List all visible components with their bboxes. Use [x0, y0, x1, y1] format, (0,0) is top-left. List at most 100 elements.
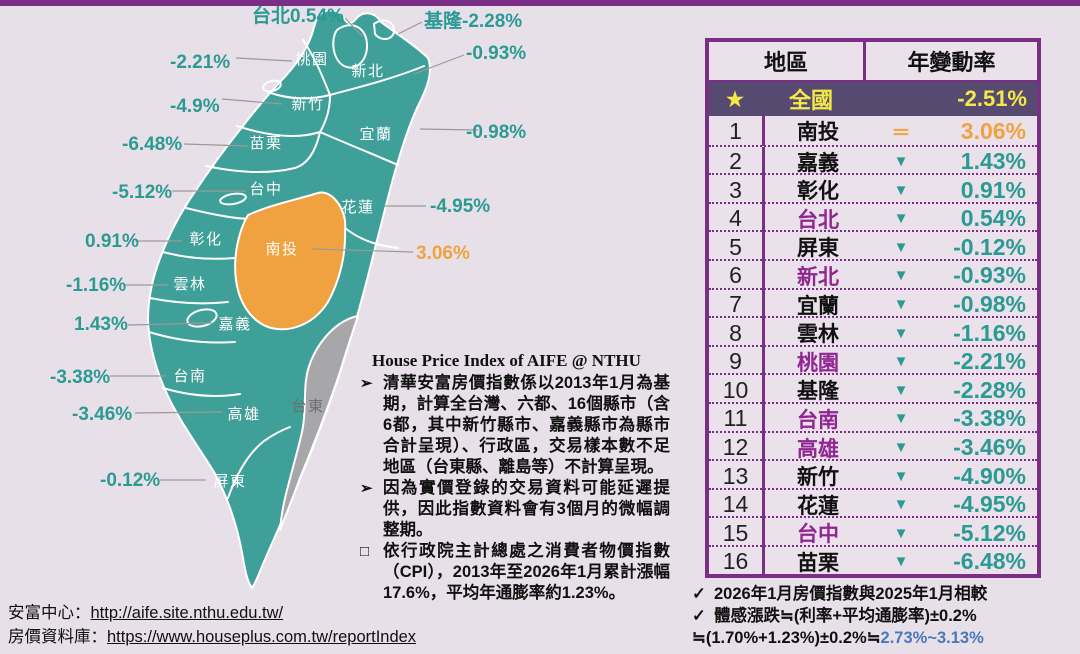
- value-cell: 3.06%: [960, 117, 1026, 144]
- rank-cell: 10: [709, 375, 765, 406]
- check-icon: ✓: [692, 607, 706, 625]
- header-region: 地區: [709, 42, 866, 80]
- note-item: □ 依行政院主計總處之消費者物價指數（CPI），2013年至2026年1月累計漲…: [360, 541, 670, 604]
- region-cell: 宜蘭: [797, 294, 839, 318]
- note-text: 因為實價登錄的交易資料可能延遲提供，因此指數資料會有3個月的微幅調整期。: [383, 479, 670, 539]
- map-county-name-hsinchu: 新竹: [291, 96, 324, 113]
- footnote-text: 2026年1月房價指數與2025年1月相較: [714, 585, 988, 603]
- ranking-table: 地區 年變動率 ★ 全國 -2.51% 1 南投 ＝ 3.06% 2 嘉義 ▼ …: [705, 38, 1041, 578]
- map-county-name-newtaipei: 新北: [351, 63, 384, 80]
- map-county-name-changhua: 彰化: [189, 230, 222, 248]
- rank-cell: 6: [709, 260, 765, 291]
- table-row: 8 雲林 ▼ -1.16%: [709, 316, 1037, 349]
- check-icon: ✓: [692, 585, 706, 603]
- table-header-row: 地區 年變動率: [709, 42, 1037, 82]
- notes-title: House Price Index of AIFE @ NTHU: [372, 351, 641, 370]
- down-triangle-icon: ▼: [893, 238, 909, 256]
- taichung-city-enclave: [219, 192, 247, 206]
- rank-cell: 12: [709, 432, 765, 463]
- down-triangle-icon: ▼: [893, 524, 909, 542]
- table-row: 14 花蓮 ▼ -4.95%: [709, 487, 1037, 520]
- national-value: -2.51%: [957, 86, 1027, 111]
- rank-cell: 13: [709, 461, 765, 492]
- value-cell: -0.98%: [953, 291, 1026, 318]
- map-county-name-chiayi: 嘉義: [218, 316, 251, 333]
- map-value-nantou: 3.06%: [416, 243, 470, 264]
- map-value-yunlin: -1.16%: [66, 275, 126, 296]
- city-enclaves: [186, 19, 396, 328]
- down-triangle-icon: ▼: [893, 410, 909, 428]
- down-triangle-icon: ▼: [893, 210, 909, 228]
- down-triangle-icon: ▼: [893, 296, 909, 314]
- value-cell: -0.12%: [953, 233, 1026, 260]
- table-row: 6 新北 ▼ -0.93%: [709, 258, 1037, 291]
- region-cell: 花蓮: [797, 494, 839, 518]
- star-icon: ★: [726, 88, 744, 111]
- keelung-city-enclave: [372, 19, 396, 40]
- map-value-yilan: -0.98%: [466, 122, 526, 143]
- table-row: 3 彰化 ▼ 0.91%: [709, 173, 1037, 206]
- value-cell: -5.12%: [953, 519, 1026, 546]
- table-row: 2 嘉義 ▼ 1.43%: [709, 144, 1037, 177]
- square-bullet-icon: □: [360, 543, 370, 560]
- map-county-name-yilan: 宜蘭: [359, 126, 392, 143]
- value-cell: 0.54%: [960, 205, 1026, 232]
- down-triangle-icon: ▼: [893, 181, 909, 199]
- label-pointer-lines: [110, 17, 479, 481]
- taiwan-map: 桃園 新北 新竹 宜蘭 苗栗 台中 花蓮 彰化 南投 雲林 嘉義 台南 高雄 屏…: [50, 4, 526, 590]
- rank-cell: 15: [709, 518, 765, 549]
- map-value-chiayi: 1.43%: [74, 314, 128, 335]
- value-cell: -4.90%: [953, 462, 1026, 489]
- footnote-range-blue: 2.73%~3.13%: [880, 629, 984, 647]
- map-value-tainan: -3.38%: [50, 367, 110, 388]
- footnote-text: ≒(1.70%+1.23%)±0.2%≒: [692, 629, 881, 647]
- slide-top-border: [0, 0, 1080, 6]
- region-cell: 高雄: [797, 437, 839, 461]
- down-triangle-icon: ▼: [893, 353, 909, 371]
- map-value-miaoli: -6.48%: [122, 134, 182, 155]
- map-county-name-hualien: 花蓮: [341, 199, 374, 216]
- rank-cell: 3: [709, 175, 765, 206]
- down-triangle-icon: ▼: [893, 467, 909, 485]
- region-cell: 基隆: [797, 380, 839, 404]
- table-row: 16 苗栗 ▼ -6.48%: [709, 544, 1037, 577]
- value-cell: -2.21%: [953, 348, 1026, 375]
- map-value-newtaipei: -0.93%: [466, 43, 526, 64]
- map-county-name-miaoli: 苗栗: [249, 135, 282, 152]
- value-cell: -0.93%: [953, 262, 1026, 289]
- rank-cell: 16: [709, 546, 765, 577]
- houseplus-link[interactable]: https://www.houseplus.com.tw/reportIndex: [107, 628, 417, 646]
- down-triangle-icon: ▼: [893, 267, 909, 285]
- map-value-keelung: 基隆-2.28%: [423, 9, 522, 32]
- source-label: 房價資料庫：: [8, 628, 107, 646]
- map-value-taipei: 台北0.54%: [252, 4, 344, 27]
- rank-cell: 14: [709, 489, 765, 520]
- region-cell: 新竹: [797, 466, 839, 490]
- rank-cell: 1: [709, 116, 765, 146]
- nantou-region: [234, 191, 347, 331]
- arrow-bullet-icon: ➢: [360, 480, 373, 497]
- region-cell: 彰化: [797, 180, 839, 204]
- map-value-hsinchu: -4.9%: [170, 96, 220, 117]
- national-row: ★ 全國 -2.51%: [709, 82, 1037, 116]
- table-row: 7 宜蘭 ▼ -0.98%: [709, 287, 1037, 320]
- table-row: 9 桃園 ▼ -2.21%: [709, 344, 1037, 377]
- value-cell: 0.91%: [960, 176, 1026, 203]
- map-value-changhua: 0.91%: [85, 231, 139, 252]
- map-value-taoyuan: -2.21%: [170, 52, 230, 73]
- down-triangle-icon: ▼: [893, 381, 909, 399]
- source-links: 安富中心：http://aife.site.nthu.edu.tw/ 房價資料庫…: [8, 601, 416, 649]
- value-cell: 1.43%: [960, 148, 1026, 175]
- source-line-aife: 安富中心：http://aife.site.nthu.edu.tw/: [8, 601, 416, 625]
- value-cell: -6.48%: [953, 548, 1026, 575]
- map-county-name-pingtung: 屏東: [213, 473, 246, 490]
- table-row: 10 基隆 ▼ -2.28%: [709, 373, 1037, 406]
- region-cell: 台中: [797, 523, 839, 547]
- footnote-line-3: ≒(1.70%+1.23%)±0.2%≒2.73%~3.13%: [692, 627, 1070, 649]
- table-row: 15 台中 ▼ -5.12%: [709, 516, 1037, 549]
- rank-cell: 2: [709, 146, 765, 177]
- down-triangle-icon: ▼: [893, 153, 909, 171]
- value-cell: -3.46%: [953, 434, 1026, 461]
- aife-link[interactable]: http://aife.site.nthu.edu.tw/: [90, 604, 284, 622]
